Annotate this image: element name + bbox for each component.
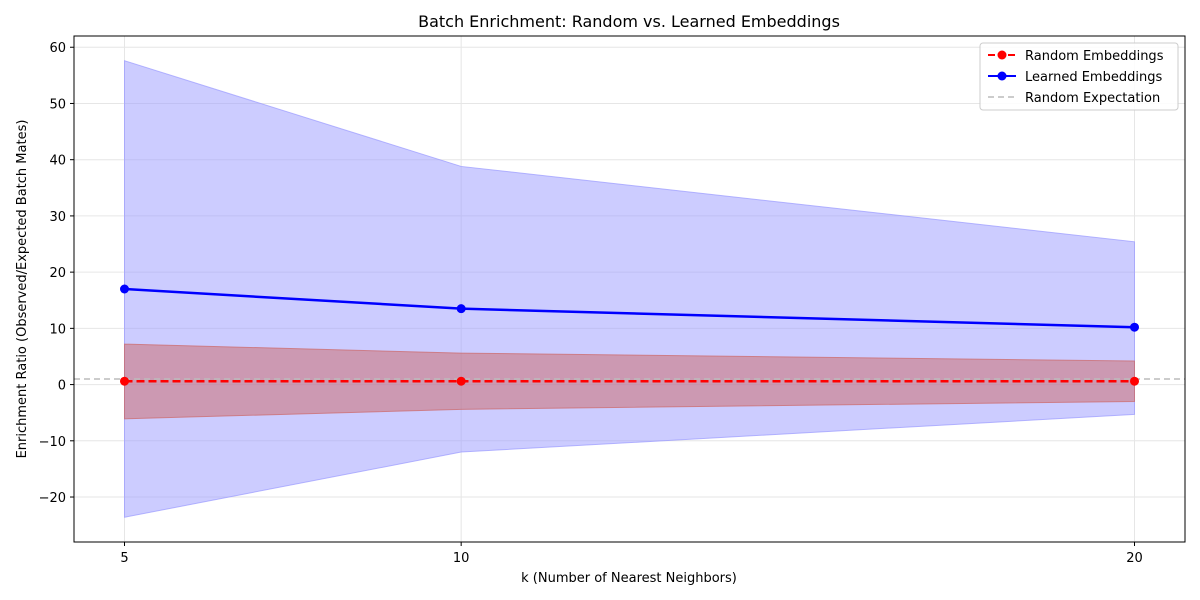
y-tick-label: 0 (58, 379, 66, 394)
data-point-random (1130, 376, 1139, 386)
legend-box (979, 42, 1179, 111)
y-tick-label: 60 (49, 41, 66, 56)
y-tick-label: −10 (39, 435, 66, 450)
x-axis-label: k (Number of Nearest Neighbors) (521, 571, 737, 586)
y-tick-label: 20 (49, 266, 66, 281)
data-point-random (456, 376, 466, 386)
y-tick-label: −20 (39, 491, 66, 506)
y-axis-label: Enrichment Ratio (Observed/Expected Batc… (15, 120, 30, 459)
y-tick-label: 40 (49, 154, 66, 169)
legend-marker-random (997, 50, 1007, 60)
data-point-learned (120, 284, 129, 294)
legend-label-learned: Learned Embeddings (1025, 70, 1162, 85)
legend-marker-learned (997, 71, 1007, 81)
y-tick-label: 50 (49, 97, 66, 112)
data-point-learned (1130, 322, 1139, 332)
y-tick-label: 30 (49, 210, 66, 225)
data-point-random (120, 376, 129, 386)
plot-frame (73, 35, 1186, 543)
data-point-learned (456, 304, 466, 314)
legend-label-random: Random Embeddings (1025, 49, 1164, 64)
tick-layer: −20 −10 0 10 20 30 40 50 60 5 10 20 (39, 41, 1143, 566)
band-learned (124, 60, 1135, 518)
series-layer (120, 284, 1139, 386)
x-tick-label: 5 (120, 551, 128, 566)
y-tick-label: 10 (49, 322, 66, 337)
chart-title: Batch Enrichment: Random vs. Learned Emb… (418, 12, 840, 31)
legend: Random Embeddings Learned Embeddings Ran… (979, 42, 1179, 111)
x-tick-label: 20 (1126, 551, 1143, 566)
legend-label-expectation: Random Expectation (1025, 91, 1160, 106)
x-tick-label: 10 (453, 551, 470, 566)
band-layer (124, 60, 1135, 518)
